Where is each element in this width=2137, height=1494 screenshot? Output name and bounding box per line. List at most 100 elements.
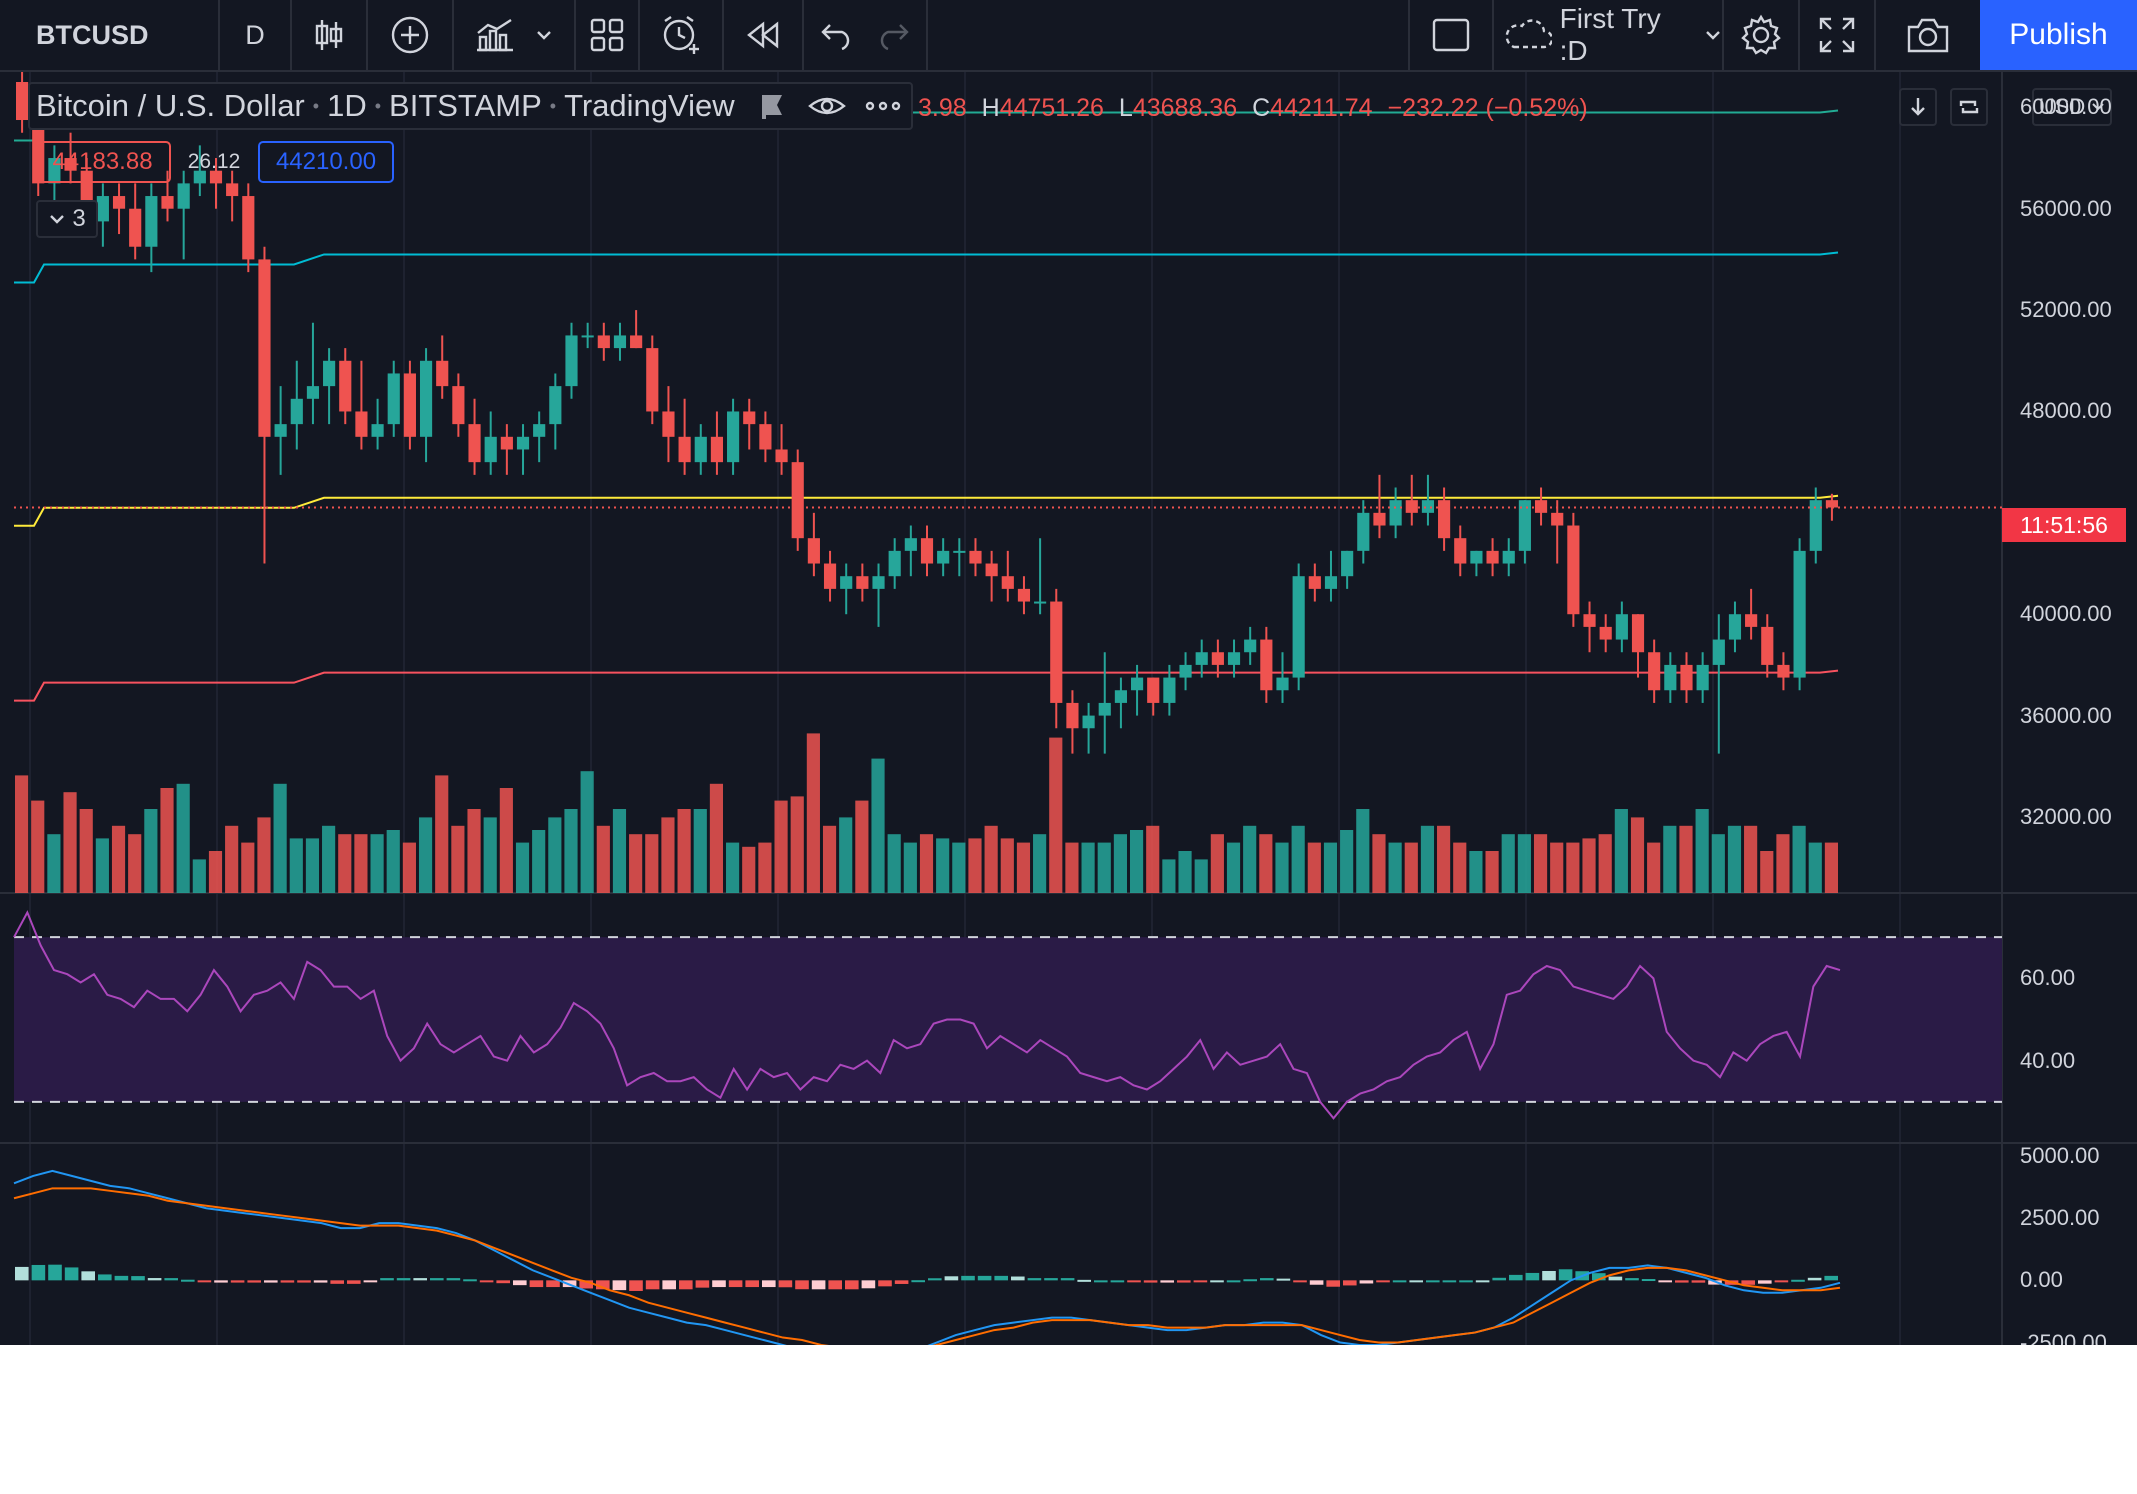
candle-body <box>258 259 271 437</box>
candle-body <box>759 424 772 450</box>
macd-hist-bar <box>1193 1280 1208 1283</box>
legend-title-box[interactable]: Bitcoin / U.S. Dollar • 1D • BITSTAMP • … <box>28 82 913 130</box>
candle-body <box>1324 576 1338 589</box>
symbol-search[interactable]: BTCUSD <box>0 0 220 70</box>
flag-icon[interactable] <box>757 91 787 121</box>
legend-source: TradingView <box>564 88 735 123</box>
candle-body <box>1793 550 1806 678</box>
level-line-mid-upper <box>14 251 1839 284</box>
candle-body <box>452 386 465 425</box>
layout-button[interactable] <box>576 0 640 70</box>
bid-value: 44183.88 <box>52 148 153 175</box>
macd-axis-label: 2500.00 <box>2020 1205 2100 1231</box>
candle-body <box>840 576 853 589</box>
volume-bar <box>774 800 788 893</box>
macd-hist-bar <box>1027 1278 1042 1281</box>
chart-canvas[interactable] <box>0 0 2137 1345</box>
replay-button[interactable] <box>724 0 804 70</box>
macd-hist-bar <box>712 1280 726 1288</box>
macd-hist-bar <box>1044 1278 1058 1281</box>
macd-hist-bar <box>214 1280 228 1283</box>
macd-hist-bar <box>48 1264 62 1281</box>
candle-body <box>1502 550 1515 564</box>
volume-bar <box>1760 851 1774 893</box>
more-icon[interactable] <box>863 91 903 121</box>
indicators-button[interactable] <box>454 0 576 70</box>
low-label: L <box>1118 94 1133 122</box>
undo-redo-group <box>804 0 928 70</box>
candle-body <box>403 373 416 437</box>
macd-hist-bar <box>1359 1280 1374 1284</box>
candle-body <box>791 462 804 539</box>
candle-body <box>888 550 901 577</box>
candle-body <box>823 563 837 589</box>
candle-body <box>1389 500 1402 526</box>
price-axis-label: 36000.00 <box>2020 702 2112 728</box>
currency-selector[interactable]: USD <box>2032 88 2112 126</box>
volume-bar <box>322 825 336 893</box>
macd-hist-bar <box>1426 1280 1440 1283</box>
scroll-to-realtime-button[interactable] <box>1899 88 1937 126</box>
macd-hist-bar <box>1011 1276 1025 1281</box>
volume-bar <box>499 788 513 893</box>
volume-bar <box>1275 842 1289 893</box>
macd-hist-bar <box>1343 1280 1357 1286</box>
volume-bar <box>257 817 271 893</box>
volume-bar <box>596 825 610 893</box>
interval-button[interactable]: D <box>220 0 292 70</box>
volume-bar <box>1146 825 1160 893</box>
settings-button[interactable] <box>1724 0 1800 70</box>
candle-body <box>1438 500 1451 539</box>
macd-hist-bar <box>1741 1280 1755 1285</box>
eye-icon[interactable] <box>807 91 847 121</box>
volume-bar <box>1340 830 1354 893</box>
volume-bar <box>418 817 433 893</box>
snapshot-button[interactable] <box>1876 0 1980 70</box>
volume-bar <box>95 838 109 893</box>
macd-hist-bar <box>894 1280 909 1284</box>
indicators-icon <box>477 18 513 52</box>
rsi-band <box>14 937 2002 1102</box>
layout-name-button[interactable]: First Try :D <box>1494 0 1724 70</box>
volume-bar <box>1129 830 1144 893</box>
volume-bar <box>1695 809 1709 893</box>
chart-type-button[interactable] <box>292 0 368 70</box>
redo-icon[interactable] <box>876 20 910 50</box>
candle-body <box>145 196 158 247</box>
fullscreen-button[interactable] <box>1800 0 1876 70</box>
volume-bar <box>386 830 400 893</box>
macd-axis-label: 0.00 <box>2020 1267 2063 1293</box>
publish-button[interactable]: Publish <box>1980 0 2137 70</box>
reset-chart-button[interactable] <box>1950 88 1988 126</box>
buy-price-button[interactable]: 44210.00 <box>258 141 394 183</box>
volume-bar <box>467 809 481 893</box>
add-indicator-icon <box>391 16 429 54</box>
macd-hist-bar <box>280 1280 295 1283</box>
macd-hist-bar <box>645 1280 660 1290</box>
indicators-count: 3 <box>72 205 86 232</box>
candle-body <box>1050 601 1063 703</box>
candle-body <box>1551 512 1564 526</box>
macd-hist-bar <box>1542 1270 1556 1281</box>
countdown-label: 11:51:56 <box>2002 508 2126 542</box>
volume-bar <box>1033 834 1047 893</box>
macd-hist-bar <box>811 1280 826 1290</box>
candle-body <box>242 196 255 260</box>
undo-icon[interactable] <box>820 20 854 50</box>
sell-price-button[interactable]: 44183.88 <box>34 141 171 183</box>
macd-hist-bar <box>413 1278 427 1281</box>
candle-body <box>1260 639 1273 691</box>
legend-title: Bitcoin / U.S. Dollar <box>36 88 305 123</box>
indicators-collapse-button[interactable]: 3 <box>36 200 98 238</box>
volume-bar <box>1647 842 1661 893</box>
candle-body <box>1373 512 1386 526</box>
candle-body <box>1745 614 1758 627</box>
alert-button[interactable] <box>640 0 724 70</box>
macd-hist-bar <box>662 1280 676 1290</box>
volume-bar <box>806 733 820 893</box>
candle-body <box>694 436 707 463</box>
drawing-mode-button[interactable] <box>1408 0 1494 70</box>
volume-bar <box>903 842 917 893</box>
candle-body <box>613 335 627 349</box>
add-indicator-button[interactable] <box>368 0 454 70</box>
